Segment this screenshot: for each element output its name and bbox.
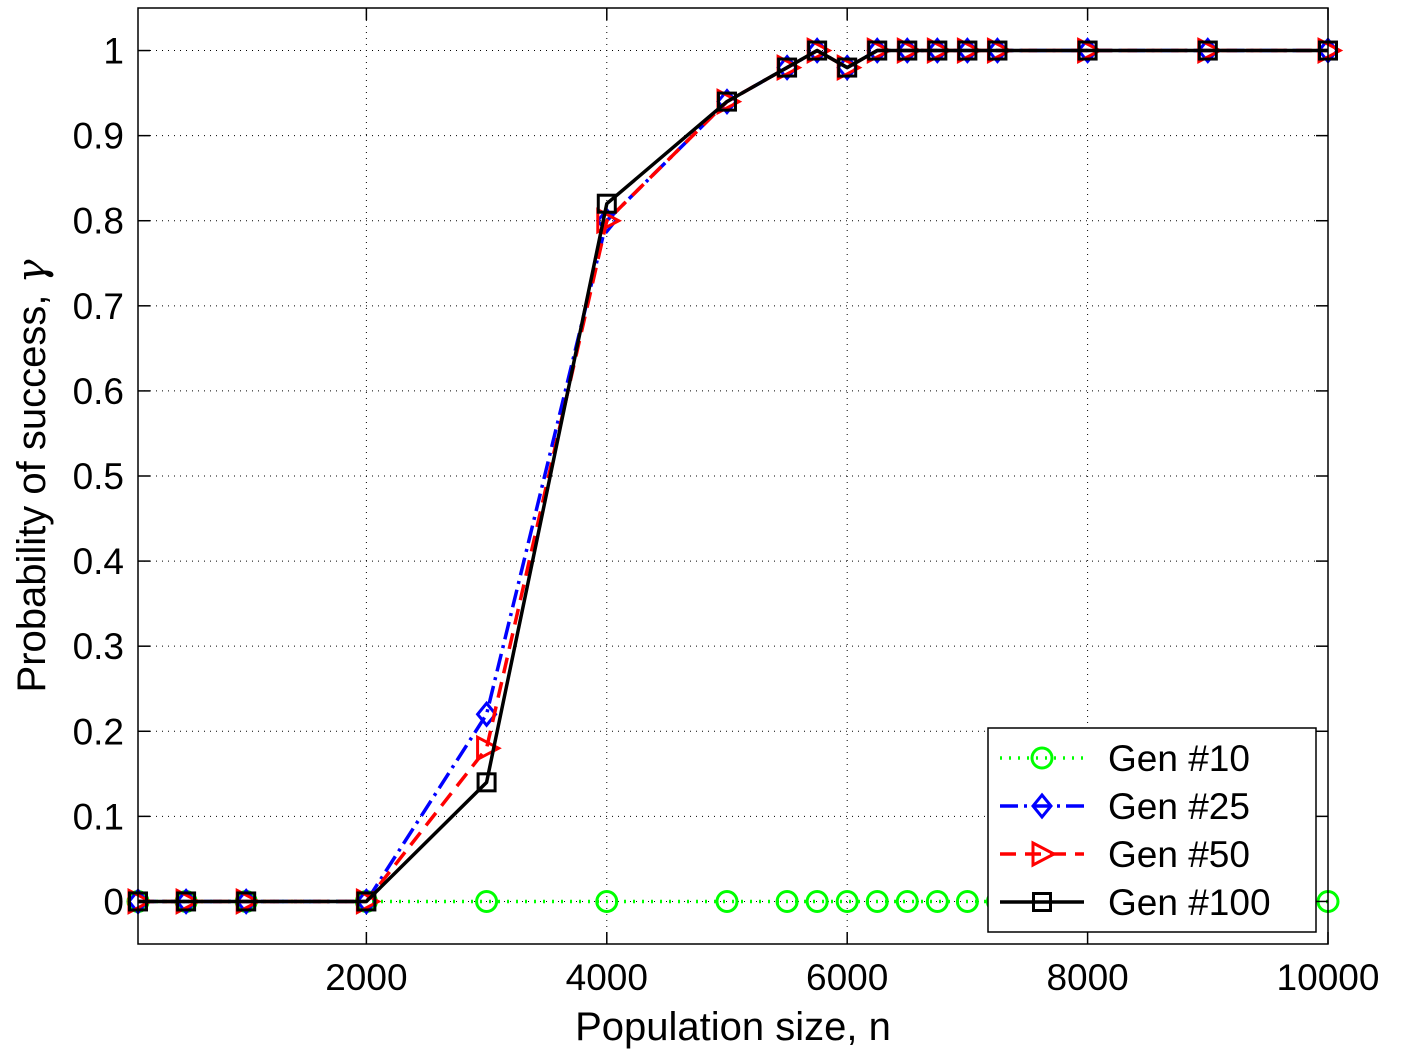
legend-marker <box>1031 792 1053 820</box>
data-point <box>957 40 978 61</box>
x-tick-label: 6000 <box>806 957 888 998</box>
data-point <box>475 889 499 913</box>
y-tick-label: 0.4 <box>73 541 124 582</box>
series-group <box>126 37 1344 915</box>
legend-item: Gen #100 <box>1000 882 1271 923</box>
legend-marker <box>1031 840 1058 868</box>
legend-marker <box>1032 892 1052 912</box>
y-tick-label: 0.8 <box>73 201 124 242</box>
data-point <box>476 734 502 762</box>
y-tick-label: 0 <box>103 881 124 922</box>
data-point <box>716 91 737 112</box>
data-point <box>476 772 497 793</box>
y-tick-label: 0.5 <box>73 456 124 497</box>
axis-ticks: 2000 4000 6000 8000 10000 0 0.1 0.2 0.3 0.4 0.5 0.6… <box>73 8 1380 998</box>
legend-label: Gen #100 <box>1108 882 1271 923</box>
y-tick-label: 0.2 <box>73 711 124 752</box>
y-tick-label: 0.7 <box>73 286 124 327</box>
legend-item: Gen #10 <box>1000 738 1250 779</box>
y-axis-label-text: Probability of success, <box>10 283 54 692</box>
legend-label: Gen #25 <box>1108 786 1250 827</box>
data-point <box>475 700 498 728</box>
legend: Gen #10 Gen #25 Gen #50 Gen #100 <box>987 727 1317 933</box>
data-point <box>865 889 889 913</box>
series-line <box>138 48 1328 904</box>
series-gen-100 <box>128 40 1338 912</box>
data-point <box>775 889 799 913</box>
grid-lines <box>138 8 1329 944</box>
x-tick-label: 10000 <box>1277 957 1380 998</box>
data-point <box>807 40 828 61</box>
data-point <box>236 891 257 912</box>
y-tick-label: 0.6 <box>73 371 124 412</box>
data-point <box>596 207 623 235</box>
legend-box <box>987 727 1317 933</box>
data-point <box>867 40 888 61</box>
data-point <box>955 889 979 913</box>
data-point <box>777 57 798 78</box>
data-point <box>987 40 1008 61</box>
data-point <box>176 891 197 912</box>
legend-label: Gen #50 <box>1108 834 1250 875</box>
data-point <box>356 891 377 912</box>
data-point <box>897 40 918 61</box>
y-axis-label-symbol: γ <box>9 259 55 283</box>
data-point <box>925 889 949 913</box>
data-point <box>895 889 919 913</box>
x-tick-label: 2000 <box>325 957 407 998</box>
data-point <box>596 193 617 214</box>
x-tick-label: 8000 <box>1046 957 1128 998</box>
data-point <box>835 889 859 913</box>
data-point <box>837 57 858 78</box>
legend-item: Gen #25 <box>1000 786 1250 827</box>
y-tick-label: 0.3 <box>73 626 124 667</box>
legend-item: Gen #50 <box>1000 834 1250 875</box>
data-point <box>1077 40 1098 61</box>
data-point <box>927 40 948 61</box>
data-point <box>595 889 619 913</box>
data-point <box>715 889 739 913</box>
data-point <box>1197 40 1218 61</box>
x-axis-label: Population size, n <box>575 1005 891 1049</box>
y-axis-label: Probability of success, γ <box>9 259 55 692</box>
y-tick-label: 0.1 <box>73 796 124 837</box>
legend-label: Gen #10 <box>1108 738 1250 779</box>
y-tick-label: 0.9 <box>73 116 124 157</box>
data-point <box>805 889 829 913</box>
x-tick-label: 4000 <box>566 957 648 998</box>
legend-marker <box>1030 746 1054 770</box>
y-tick-label: 1 <box>103 31 124 72</box>
